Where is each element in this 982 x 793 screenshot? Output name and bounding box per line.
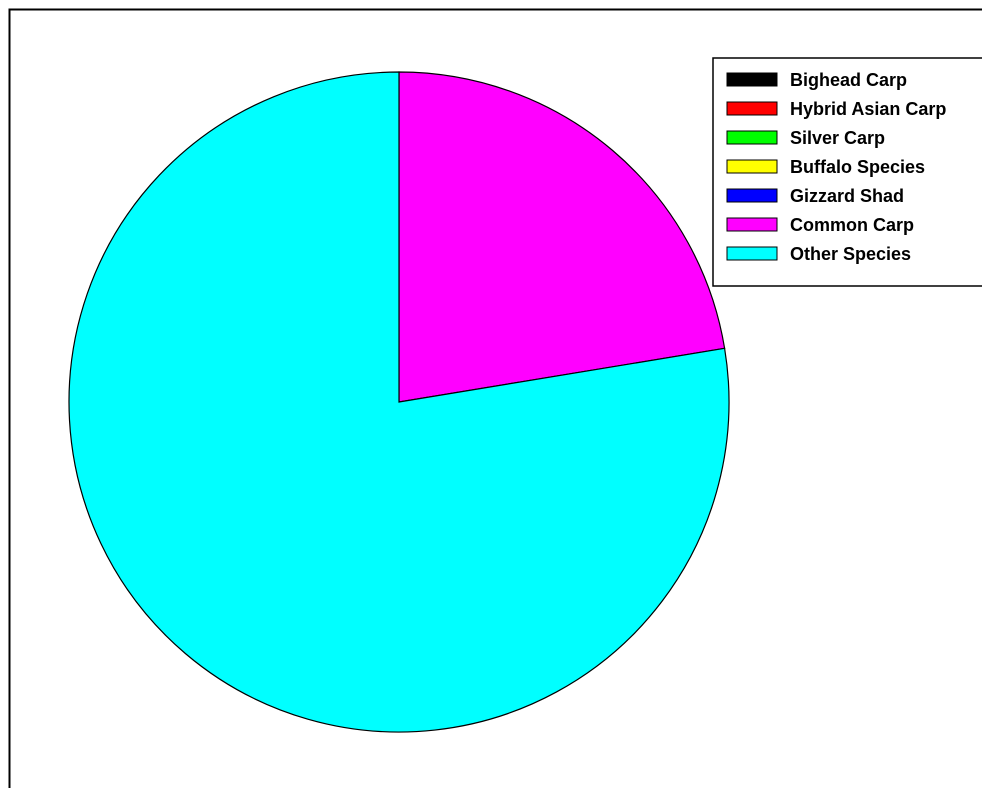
legend-label: Common Carp — [790, 215, 914, 235]
legend-swatch — [727, 102, 777, 115]
legend-swatch — [727, 73, 777, 86]
legend: Bighead Carp Hybrid Asian Carp Silver Carp… — [713, 58, 982, 286]
legend-swatch — [727, 160, 777, 173]
legend-label: Buffalo Species — [790, 157, 925, 177]
legend-label: Silver Carp — [790, 128, 885, 148]
legend-label: Bighead Carp — [790, 70, 907, 90]
legend-label: Hybrid Asian Carp — [790, 99, 946, 119]
legend-label: Gizzard Shad — [790, 186, 904, 206]
legend-label: Other Species — [790, 244, 911, 264]
legend-swatch — [727, 131, 777, 144]
pie-slices — [69, 72, 729, 732]
legend-swatch — [727, 218, 777, 231]
legend-swatch — [727, 247, 777, 260]
legend-swatch — [727, 189, 777, 202]
